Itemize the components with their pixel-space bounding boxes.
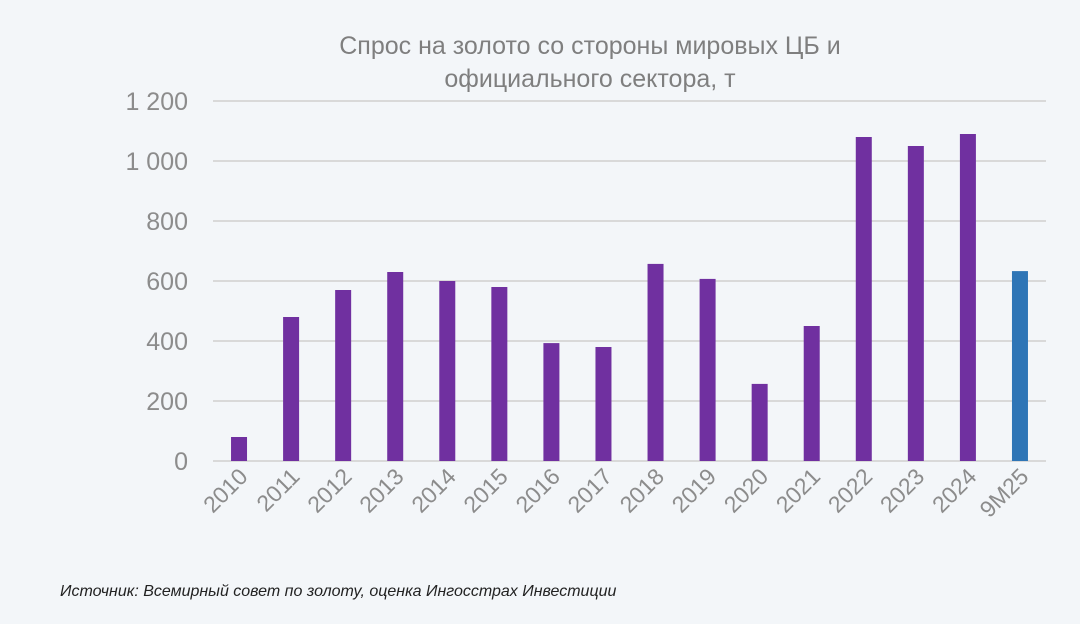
x-tick-label: 2022 bbox=[823, 463, 878, 518]
bar-2012 bbox=[335, 290, 352, 461]
y-tick-label: 1 000 bbox=[125, 148, 188, 176]
bar-2010 bbox=[231, 437, 248, 461]
bar-2024 bbox=[959, 134, 976, 461]
x-tick-label: 2018 bbox=[614, 463, 669, 518]
bar-2014 bbox=[439, 281, 456, 461]
bar-2013 bbox=[387, 272, 404, 461]
bar-2022 bbox=[855, 137, 872, 461]
y-tick-label: 600 bbox=[146, 268, 188, 296]
x-tick-label: 2010 bbox=[198, 463, 253, 518]
x-tick-label: 2023 bbox=[875, 463, 930, 518]
chart-title-line1: Спрос на золото со стороны мировых ЦБ и bbox=[339, 32, 841, 60]
x-tick-label: 2019 bbox=[667, 463, 722, 518]
bar-2021 bbox=[803, 326, 820, 461]
bar-2015 bbox=[491, 287, 508, 461]
bar-2019 bbox=[699, 278, 716, 461]
x-tick-label: 2013 bbox=[354, 463, 409, 518]
source-note: Источник: Всемирный совет по золоту, оце… bbox=[60, 583, 617, 600]
bar-2018 bbox=[647, 263, 664, 461]
x-tick-label: 2020 bbox=[719, 463, 774, 518]
x-tick-label: 2014 bbox=[406, 463, 461, 518]
chart-title-line2: официального сектора, т bbox=[444, 65, 736, 93]
x-tick-label: 2011 bbox=[251, 463, 304, 516]
y-tick-label: 200 bbox=[146, 388, 188, 416]
x-tick-label: 2015 bbox=[458, 463, 513, 518]
bar-2023 bbox=[907, 146, 924, 461]
bar-2020 bbox=[751, 383, 768, 461]
x-tick-label: 2017 bbox=[562, 463, 617, 518]
bar-9M25 bbox=[1011, 271, 1028, 461]
y-tick-label: 400 bbox=[146, 328, 188, 356]
x-tick-label: 2021 bbox=[771, 463, 826, 518]
bar-2016 bbox=[543, 343, 560, 461]
x-tick-label: 9M25 bbox=[974, 463, 1033, 522]
x-tick-label: 2016 bbox=[510, 463, 565, 518]
y-tick-label: 1 200 bbox=[125, 88, 188, 116]
x-tick-label: 2012 bbox=[302, 463, 357, 518]
bar-2011 bbox=[283, 317, 300, 461]
x-tick-label: 2024 bbox=[927, 463, 982, 518]
bar-2017 bbox=[595, 347, 612, 461]
chart-title: Спрос на золото со стороны мировых ЦБ и … bbox=[220, 30, 960, 96]
y-tick-label: 800 bbox=[146, 208, 188, 236]
y-tick-label: 0 bbox=[174, 448, 188, 476]
